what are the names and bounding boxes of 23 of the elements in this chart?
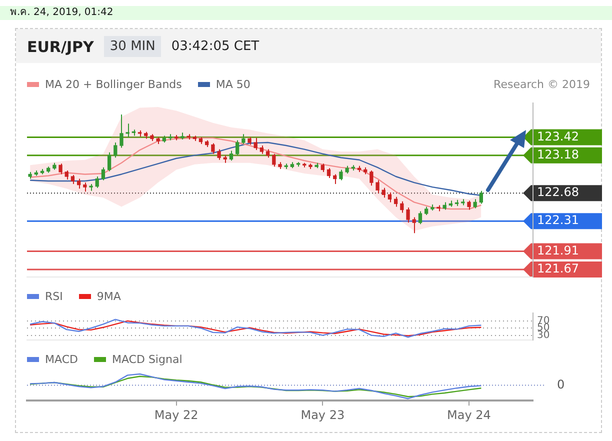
y-tick-label: 122.31	[537, 213, 579, 228]
legend-label: MACD	[45, 353, 78, 366]
y-tick-label: 122.68	[537, 185, 579, 200]
chart-title: EUR/JPY	[27, 38, 94, 56]
legend-label: RSI	[45, 290, 63, 303]
x-tick-label: May 23	[300, 408, 345, 422]
chart-subtitle: 30 MIN	[104, 36, 162, 57]
ref-line-label: 0	[557, 377, 565, 392]
x-tick-label: May 24	[447, 408, 491, 422]
text: Research © 2019	[494, 78, 590, 91]
candlestick	[89, 184, 93, 192]
legend-label: MA 20 + Bollinger Bands	[45, 78, 182, 91]
y-tick-label: 121.91	[537, 243, 579, 258]
y-tick-label: 123.42	[537, 129, 579, 144]
legend-label: MA 50	[216, 78, 250, 91]
text: 03:42:05 CET	[171, 39, 260, 54]
y-tick-label: 123.18	[537, 147, 579, 162]
legend-label: 9MA	[96, 290, 121, 303]
candlestick	[180, 132, 184, 140]
legend-label: MACD Signal	[112, 353, 182, 366]
x-tick-label: May 22	[154, 408, 198, 422]
text: พ.ค. 24, 2019, 01:42	[0, 6, 612, 20]
y-tick-label: 121.67	[537, 262, 579, 276]
